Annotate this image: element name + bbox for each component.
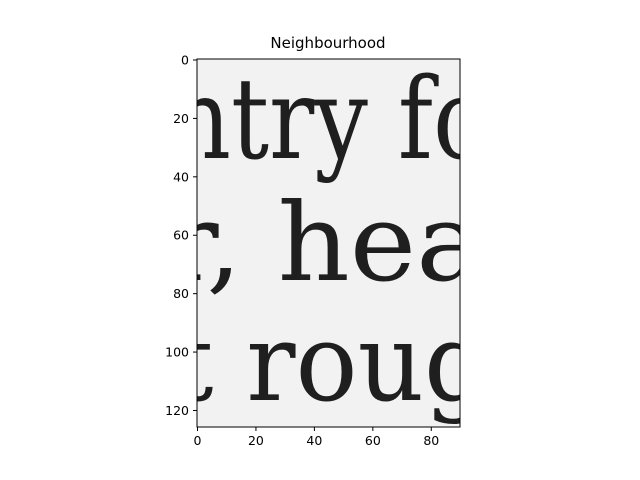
y-tick-label: 40 [173, 169, 189, 184]
y-tick-label: 100 [165, 345, 189, 360]
y-axis: 0 20 40 60 80 100 120 [165, 53, 197, 418]
y-tick-label: 60 [173, 228, 189, 243]
y-tick-label: 20 [173, 111, 189, 126]
y-tick-label: 0 [181, 53, 189, 68]
y-tick-label: 120 [165, 403, 189, 418]
text-line-3: t roug [172, 301, 490, 426]
image-content: ntry fo r, hea t roug [165, 55, 490, 426]
x-tick-label: 80 [423, 433, 439, 448]
image-background [197, 59, 460, 427]
x-tick-label: 60 [365, 433, 381, 448]
x-tick-label: 40 [306, 433, 322, 448]
text-line-1: ntry fo [170, 55, 490, 185]
x-axis: 0 20 40 60 80 [194, 427, 439, 448]
x-tick-label: 20 [248, 433, 264, 448]
axes-frame [196, 58, 461, 428]
x-tick-label: 0 [194, 433, 202, 448]
text-line-2: r, hea [165, 181, 483, 306]
figure-title: Neighbourhood [270, 34, 386, 52]
y-tick-label: 80 [173, 286, 189, 301]
